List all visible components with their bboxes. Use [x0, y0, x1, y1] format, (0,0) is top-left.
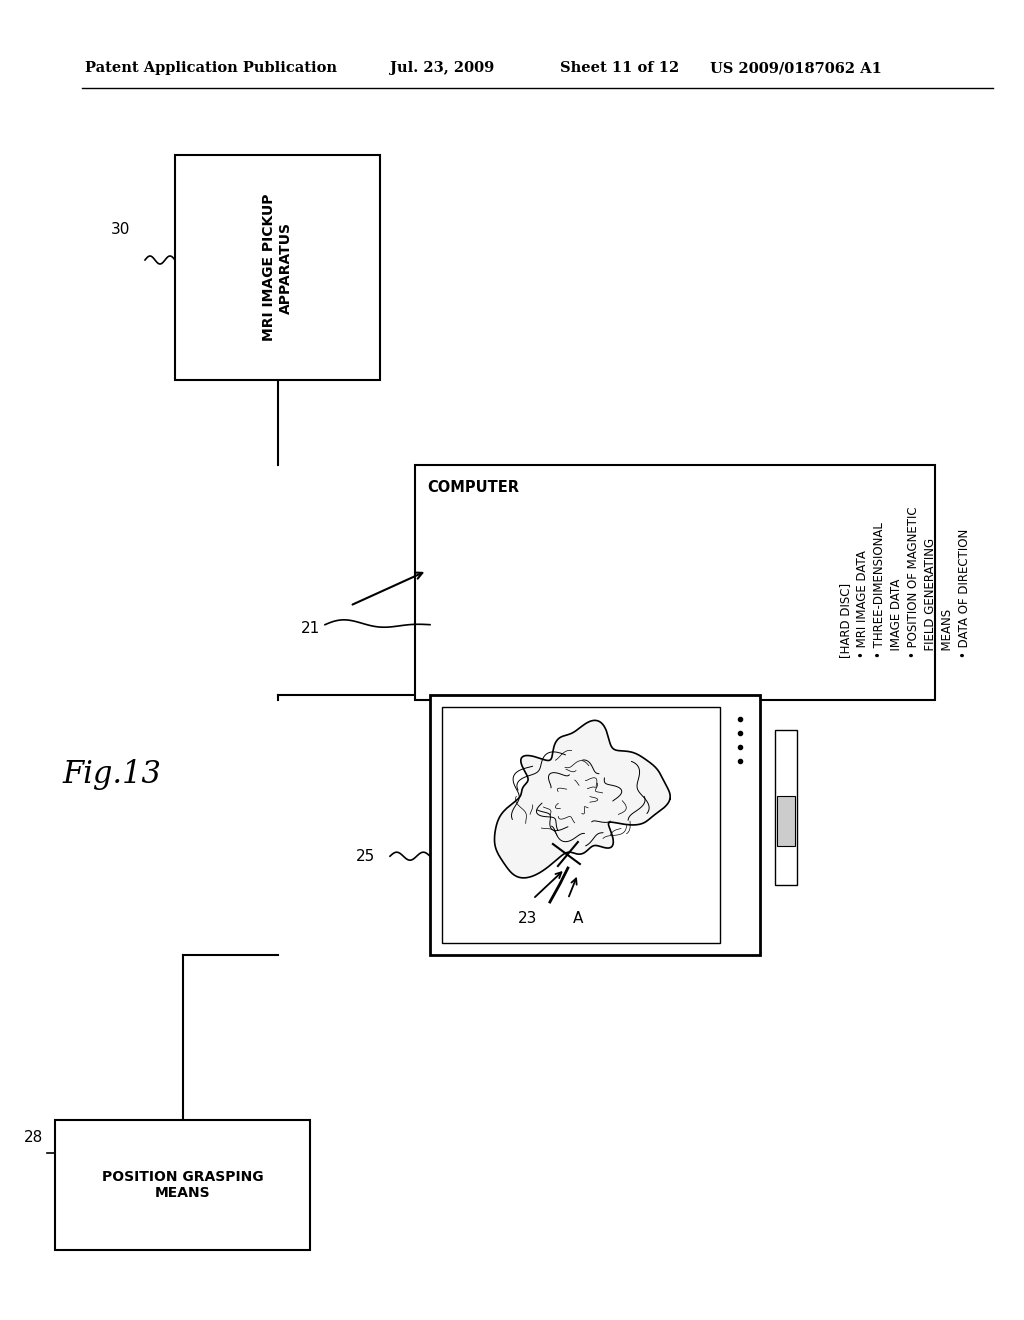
- Text: [HARD DISC]
• MRI IMAGE DATA
• THREE-DIMENSIONAL
  IMAGE DATA
• POSITION OF MAGN: [HARD DISC] • MRI IMAGE DATA • THREE-DIM…: [839, 507, 971, 659]
- Bar: [175, 154, 380, 380]
- Text: MRI IMAGE PICKUP
APPARATUS: MRI IMAGE PICKUP APPARATUS: [262, 194, 293, 342]
- Text: 30: 30: [111, 222, 130, 238]
- Text: POSITION GRASPING
MEANS: POSITION GRASPING MEANS: [101, 1170, 263, 1200]
- Text: Fig.13: Fig.13: [62, 759, 161, 791]
- Text: COMPUTER: COMPUTER: [427, 480, 519, 495]
- Polygon shape: [495, 721, 670, 878]
- Bar: [777, 796, 795, 846]
- Text: A: A: [572, 911, 583, 927]
- Bar: [415, 465, 935, 700]
- Bar: [442, 708, 720, 942]
- Text: 23: 23: [518, 911, 538, 927]
- Bar: [430, 696, 760, 954]
- Text: Jul. 23, 2009: Jul. 23, 2009: [390, 61, 495, 75]
- Text: US 2009/0187062 A1: US 2009/0187062 A1: [710, 61, 882, 75]
- Text: 21: 21: [301, 622, 319, 636]
- Bar: [775, 730, 797, 884]
- Text: 28: 28: [24, 1130, 43, 1144]
- Text: Patent Application Publication: Patent Application Publication: [85, 61, 337, 75]
- Bar: [55, 1119, 310, 1250]
- Text: 25: 25: [355, 849, 375, 863]
- Text: Sheet 11 of 12: Sheet 11 of 12: [560, 61, 679, 75]
